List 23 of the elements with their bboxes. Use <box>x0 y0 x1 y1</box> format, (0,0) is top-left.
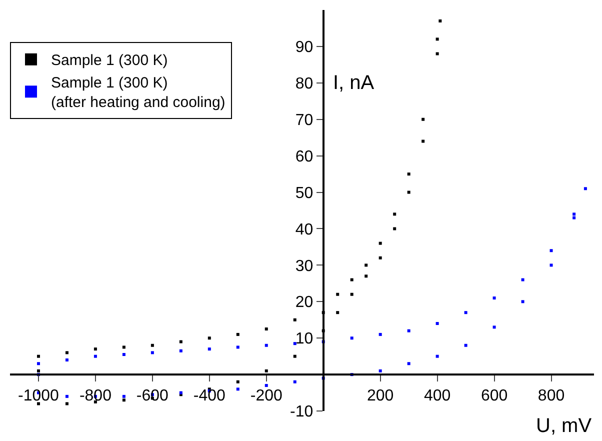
x-tick-label: -1000 <box>18 388 60 405</box>
x-tick-label: -200 <box>250 388 282 405</box>
x-tick-label: 800 <box>538 388 565 405</box>
y-axis-title: I, nA <box>333 72 375 94</box>
y-tick-label: 70 <box>295 112 314 129</box>
y-tick-label: 10 <box>295 330 314 348</box>
legend-label: Sample 1 (300 K) (after heating and cooling) <box>51 74 226 112</box>
y-tick-label: 30 <box>295 258 314 275</box>
x-tick-label: -800 <box>79 388 112 405</box>
x-tick-label: 200 <box>366 388 394 405</box>
y-tick-label: 50 <box>295 184 314 202</box>
y-tick-label: 40 <box>295 221 314 238</box>
x-tick-label: 600 <box>480 388 508 405</box>
y-tick-label: 90 <box>295 39 314 56</box>
x-tick-label: -600 <box>136 388 169 405</box>
x-tick-label: -400 <box>193 388 226 405</box>
y-tick-label: 60 <box>295 148 314 166</box>
y-tick-label: 20 <box>295 294 314 312</box>
y-tick-label: 80 <box>295 76 314 93</box>
x-tick-label: 400 <box>424 388 451 405</box>
x-axis-title: U, mV <box>536 415 592 437</box>
legend-label: Sample 1 (300 K) <box>51 52 168 70</box>
y-tick-label: -10 <box>290 404 314 421</box>
